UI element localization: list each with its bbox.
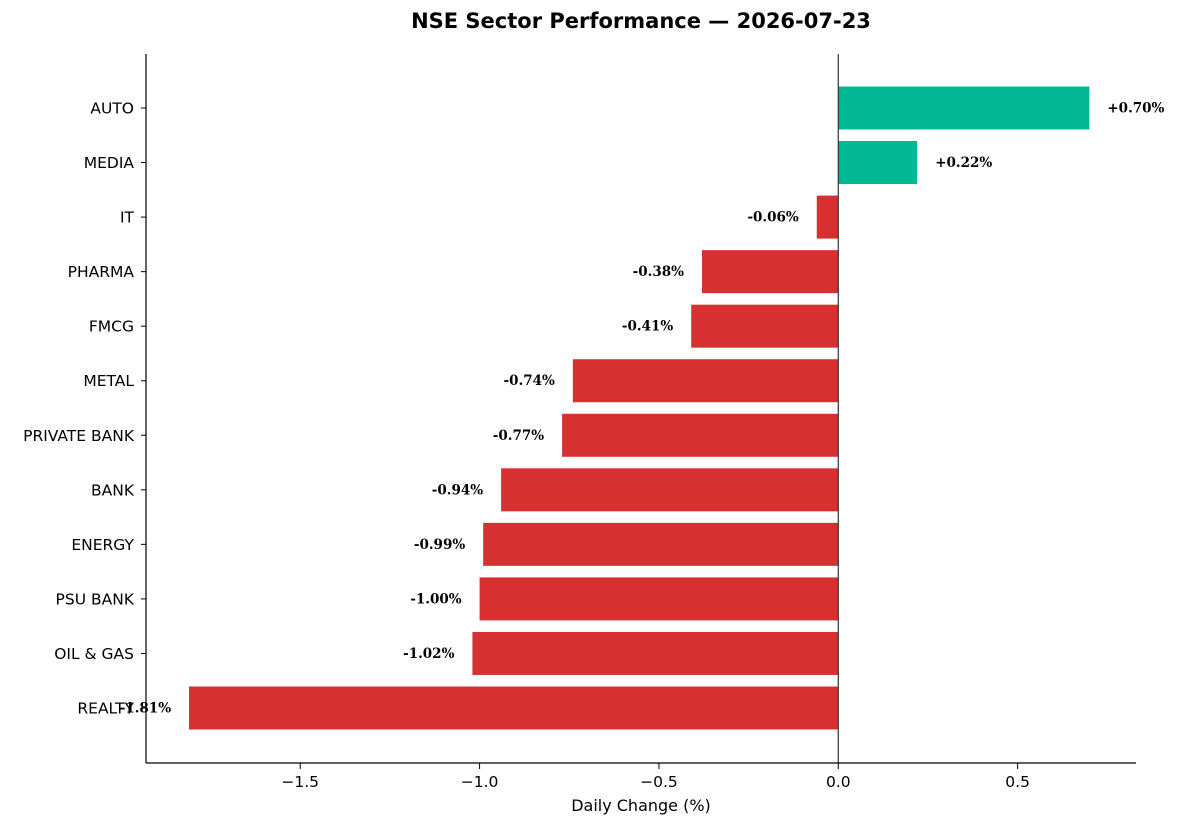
category-label: PRIVATE BANK <box>23 427 135 445</box>
bar-private-bank <box>562 413 839 457</box>
value-label: -0.77% <box>493 428 544 444</box>
value-label: -1.02% <box>403 646 454 662</box>
x-tick-label: −1.0 <box>461 773 499 791</box>
x-tick-label: 0.5 <box>1005 773 1030 791</box>
x-tick-label: −1.5 <box>281 773 319 791</box>
bar-bank <box>501 468 839 512</box>
value-label: -0.41% <box>622 319 673 335</box>
value-label: +0.70% <box>1107 101 1164 117</box>
value-label: -0.06% <box>747 210 798 226</box>
bar-auto <box>838 86 1090 130</box>
bar-pharma <box>701 250 839 294</box>
category-label: OIL & GAS <box>54 645 134 663</box>
category-label: REALTY <box>77 700 134 718</box>
category-label: METAL <box>83 372 134 390</box>
value-label: -0.94% <box>432 482 483 498</box>
data-labels: +0.70% +0.22% -0.06% -0.38% -0.41% -0.74% -0.7… <box>120 101 1165 717</box>
x-axis-ticks: −1.5 −1.0 −0.5 0.0 0.5 <box>281 763 1030 791</box>
value-label: -0.99% <box>414 537 465 553</box>
bar-metal <box>572 359 839 403</box>
value-label: +0.22% <box>935 155 992 171</box>
category-label: AUTO <box>90 100 134 118</box>
category-label: IT <box>120 209 135 227</box>
bar-oil-gas <box>472 631 839 675</box>
category-labels: AUTO MEDIA IT PHARMA FMCG METAL PRIVATE BANK BA… <box>23 100 135 718</box>
bar-fmcg <box>691 304 839 348</box>
category-label: ENERGY <box>71 536 134 554</box>
category-label: MEDIA <box>84 154 135 172</box>
chart-title: NSE Sector Performance — 2026-07-23 <box>411 9 871 33</box>
category-label: PSU BANK <box>56 590 135 608</box>
bar-energy <box>483 522 839 566</box>
x-tick-label: −0.5 <box>640 773 678 791</box>
category-label: BANK <box>91 481 135 499</box>
bar-media <box>838 141 918 185</box>
x-tick-label: 0.0 <box>826 773 851 791</box>
bars-group <box>189 86 1090 730</box>
category-label: FMCG <box>89 318 134 336</box>
bar-it <box>816 195 839 239</box>
x-axis-label: Daily Change (%) <box>571 796 711 815</box>
bar-psu-bank <box>479 577 839 621</box>
bar-realty <box>189 686 839 730</box>
category-label: PHARMA <box>68 263 135 281</box>
value-label: -0.38% <box>633 264 684 280</box>
axes-group <box>141 54 1136 764</box>
value-label: -1.00% <box>410 591 461 607</box>
value-label: -0.74% <box>504 373 555 389</box>
